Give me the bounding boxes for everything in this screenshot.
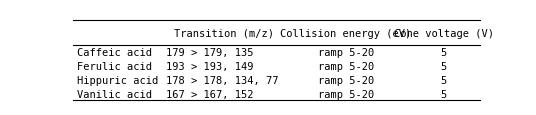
- Text: 5: 5: [441, 48, 447, 58]
- Text: Ferulic acid: Ferulic acid: [77, 61, 152, 71]
- Text: 5: 5: [441, 75, 447, 85]
- Text: Hippuric acid: Hippuric acid: [77, 75, 158, 85]
- Text: 193 > 193, 149: 193 > 193, 149: [166, 61, 254, 71]
- Text: Transition (m/z): Transition (m/z): [174, 28, 274, 38]
- Text: 5: 5: [441, 61, 447, 71]
- Text: 179 > 179, 135: 179 > 179, 135: [166, 48, 254, 58]
- Text: Cone voltage (V): Cone voltage (V): [393, 28, 494, 38]
- Text: 178 > 178, 134, 77: 178 > 178, 134, 77: [166, 75, 279, 85]
- Text: Vanilic acid: Vanilic acid: [77, 89, 152, 99]
- Text: Caffeic acid: Caffeic acid: [77, 48, 152, 58]
- Text: 5: 5: [441, 89, 447, 99]
- Text: ramp 5-20: ramp 5-20: [318, 89, 374, 99]
- Text: ramp 5-20: ramp 5-20: [318, 61, 374, 71]
- Text: 167 > 167, 152: 167 > 167, 152: [166, 89, 254, 99]
- Text: ramp 5-20: ramp 5-20: [318, 75, 374, 85]
- Text: Collision energy (eV): Collision energy (eV): [280, 28, 412, 38]
- Text: ramp 5-20: ramp 5-20: [318, 48, 374, 58]
